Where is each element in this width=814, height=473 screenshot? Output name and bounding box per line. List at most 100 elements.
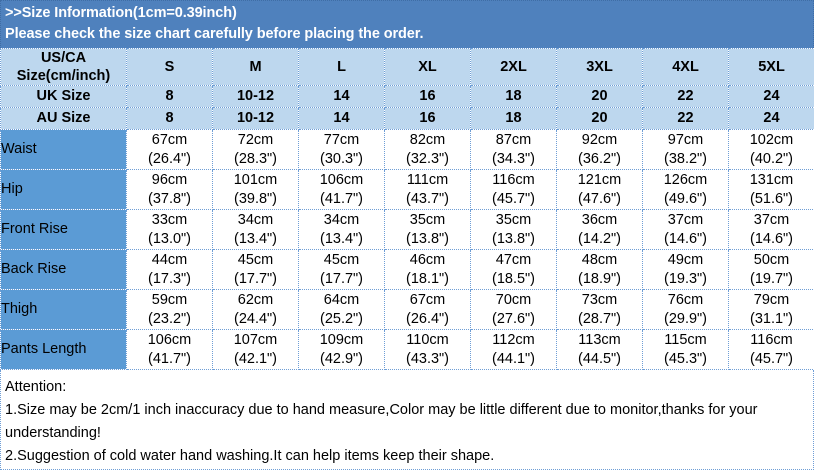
au-size-row: AU Size 8 10-12 14 16 18 20 22 24 bbox=[0, 107, 814, 130]
measurement-label: Thigh bbox=[0, 289, 127, 330]
measurement-value: 47cm (18.5") bbox=[470, 249, 557, 290]
value-inch: (37.8") bbox=[147, 190, 192, 207]
value-cm: 82cm bbox=[409, 131, 446, 148]
value-cm: 34cm bbox=[237, 211, 274, 228]
table-row: Back Rise 44cm (17.3") 45cm (17.7") 45cm (17.7… bbox=[0, 249, 814, 290]
value-cm: 101cm bbox=[233, 171, 278, 188]
value-inch: (39.8") bbox=[233, 190, 278, 207]
value-inch: (38.2") bbox=[663, 150, 708, 167]
value-inch: (31.1") bbox=[749, 310, 794, 327]
measurement-value: 67cm (26.4") bbox=[126, 129, 213, 170]
measurement-value: 37cm (14.6") bbox=[642, 209, 729, 250]
uk-size-value: 18 bbox=[470, 85, 557, 108]
measurement-label: Front Rise bbox=[0, 209, 127, 250]
value-cm: 44cm bbox=[151, 251, 188, 268]
value-cm: 106cm bbox=[147, 331, 192, 348]
measurement-value: 131cm (51.6") bbox=[728, 169, 814, 210]
au-size-value: 18 bbox=[470, 107, 557, 130]
measurement-value: 59cm (23.2") bbox=[126, 289, 213, 330]
value-cm: 113cm bbox=[578, 331, 621, 348]
table-row: Front Rise 33cm (13.0") 34cm (13.4") 34cm (13.… bbox=[0, 209, 814, 250]
value-cm: 49cm bbox=[667, 251, 704, 268]
value-inch: (17.3") bbox=[147, 270, 192, 287]
value-cm: 62cm bbox=[237, 291, 274, 308]
value-cm: 45cm bbox=[323, 251, 360, 268]
measurement-value: 70cm (27.6") bbox=[470, 289, 557, 330]
value-inch: (51.6") bbox=[749, 190, 794, 207]
value-inch: (29.9") bbox=[663, 310, 708, 327]
value-cm: 87cm bbox=[495, 131, 532, 148]
measurement-value: 97cm (38.2") bbox=[642, 129, 729, 170]
uk-size-value: 20 bbox=[556, 85, 643, 108]
value-inch: (45.3") bbox=[663, 350, 708, 367]
size-information-heading: >>Size Information(1cm=0.39inch) bbox=[5, 5, 237, 21]
au-size-value: 16 bbox=[384, 107, 471, 130]
value-cm: 92cm bbox=[581, 131, 618, 148]
attention-note-2: 2.Suggestion of cold water hand washing.… bbox=[5, 448, 495, 464]
value-inch: (23.2") bbox=[147, 310, 192, 327]
measurement-value: 34cm (13.4") bbox=[298, 209, 385, 250]
measurement-value: 106cm (41.7") bbox=[298, 169, 385, 210]
value-cm: 47cm bbox=[495, 251, 532, 268]
measurement-label: Hip bbox=[0, 169, 127, 210]
value-inch: (19.3") bbox=[663, 270, 708, 287]
measurement-value: 79cm (31.1") bbox=[728, 289, 814, 330]
table-row: Thigh 59cm (23.2") 62cm (24.4") 64cm (25.2") 67… bbox=[0, 289, 814, 330]
value-cm: 72cm bbox=[237, 131, 274, 148]
measurement-value: 50cm (19.7") bbox=[728, 249, 814, 290]
value-inch: (13.4") bbox=[319, 230, 364, 247]
au-size-value: 22 bbox=[642, 107, 729, 130]
value-inch: (17.7") bbox=[319, 270, 364, 287]
measurement-value: 72cm (28.3") bbox=[212, 129, 299, 170]
measurement-value: 37cm (14.6") bbox=[728, 209, 814, 250]
value-inch: (13.0") bbox=[147, 230, 192, 247]
corner-label-line-2: Size(cm/inch) bbox=[16, 68, 111, 84]
value-cm: 96cm bbox=[151, 171, 188, 188]
value-cm: 110cm bbox=[406, 331, 449, 348]
measurement-value: 44cm (17.3") bbox=[126, 249, 213, 290]
measurement-value: 115cm (45.3") bbox=[642, 329, 729, 370]
value-cm: 111cm bbox=[406, 171, 449, 188]
measurement-value: 35cm (13.8") bbox=[384, 209, 471, 250]
value-inch: (47.6") bbox=[577, 190, 622, 207]
size-chart-instruction: Please check the size chart carefully be… bbox=[5, 26, 424, 42]
value-cm: 46cm bbox=[409, 251, 446, 268]
measurement-value: 67cm (26.4") bbox=[384, 289, 471, 330]
size-chart-table: US/CA Size(cm/inch) S M L XL 2XL 3XL 4XL 5XL UK Si… bbox=[0, 48, 814, 370]
measurement-value: 126cm (49.6") bbox=[642, 169, 729, 210]
au-size-label: AU Size bbox=[0, 107, 127, 130]
value-cm: 116cm bbox=[750, 331, 793, 348]
column-header-3xl: 3XL bbox=[556, 48, 643, 86]
measurement-value: 62cm (24.4") bbox=[212, 289, 299, 330]
attention-note-1: 1.Size may be 2cm/1 inch inaccuracy due … bbox=[5, 402, 758, 418]
measurement-value: 46cm (18.1") bbox=[384, 249, 471, 290]
value-cm: 77cm bbox=[323, 131, 360, 148]
value-cm: 109cm bbox=[319, 331, 364, 348]
measurement-value: 73cm (28.7") bbox=[556, 289, 643, 330]
value-inch: (34.3") bbox=[491, 150, 536, 167]
value-cm: 33cm bbox=[151, 211, 188, 228]
measurement-value: 92cm (36.2") bbox=[556, 129, 643, 170]
measurement-value: 48cm (18.9") bbox=[556, 249, 643, 290]
measurement-label: Waist bbox=[0, 129, 127, 170]
value-cm: 73cm bbox=[581, 291, 618, 308]
value-inch: (28.3") bbox=[233, 150, 278, 167]
value-cm: 37cm bbox=[667, 211, 704, 228]
value-cm: 79cm bbox=[753, 291, 790, 308]
uk-size-value: 8 bbox=[126, 85, 213, 108]
measurement-value: 33cm (13.0") bbox=[126, 209, 213, 250]
value-inch: (13.8") bbox=[405, 230, 450, 247]
table-row: Waist 67cm (26.4") 72cm (28.3") 77cm (30.3") 82… bbox=[0, 129, 814, 170]
value-inch: (19.7") bbox=[749, 270, 794, 287]
measurement-value: 87cm (34.3") bbox=[470, 129, 557, 170]
value-cm: 67cm bbox=[409, 291, 446, 308]
value-inch: (28.7") bbox=[577, 310, 622, 327]
measurement-value: 109cm (42.9") bbox=[298, 329, 385, 370]
value-cm: 102cm bbox=[749, 131, 794, 148]
corner-label-line-1: US/CA bbox=[40, 50, 87, 66]
value-cm: 131cm bbox=[749, 171, 794, 188]
corner-size-label: US/CA Size(cm/inch) bbox=[0, 48, 127, 86]
measurement-value: 36cm (14.2") bbox=[556, 209, 643, 250]
column-header-2xl: 2XL bbox=[470, 48, 557, 86]
measurement-value: 110cm (43.3") bbox=[384, 329, 471, 370]
